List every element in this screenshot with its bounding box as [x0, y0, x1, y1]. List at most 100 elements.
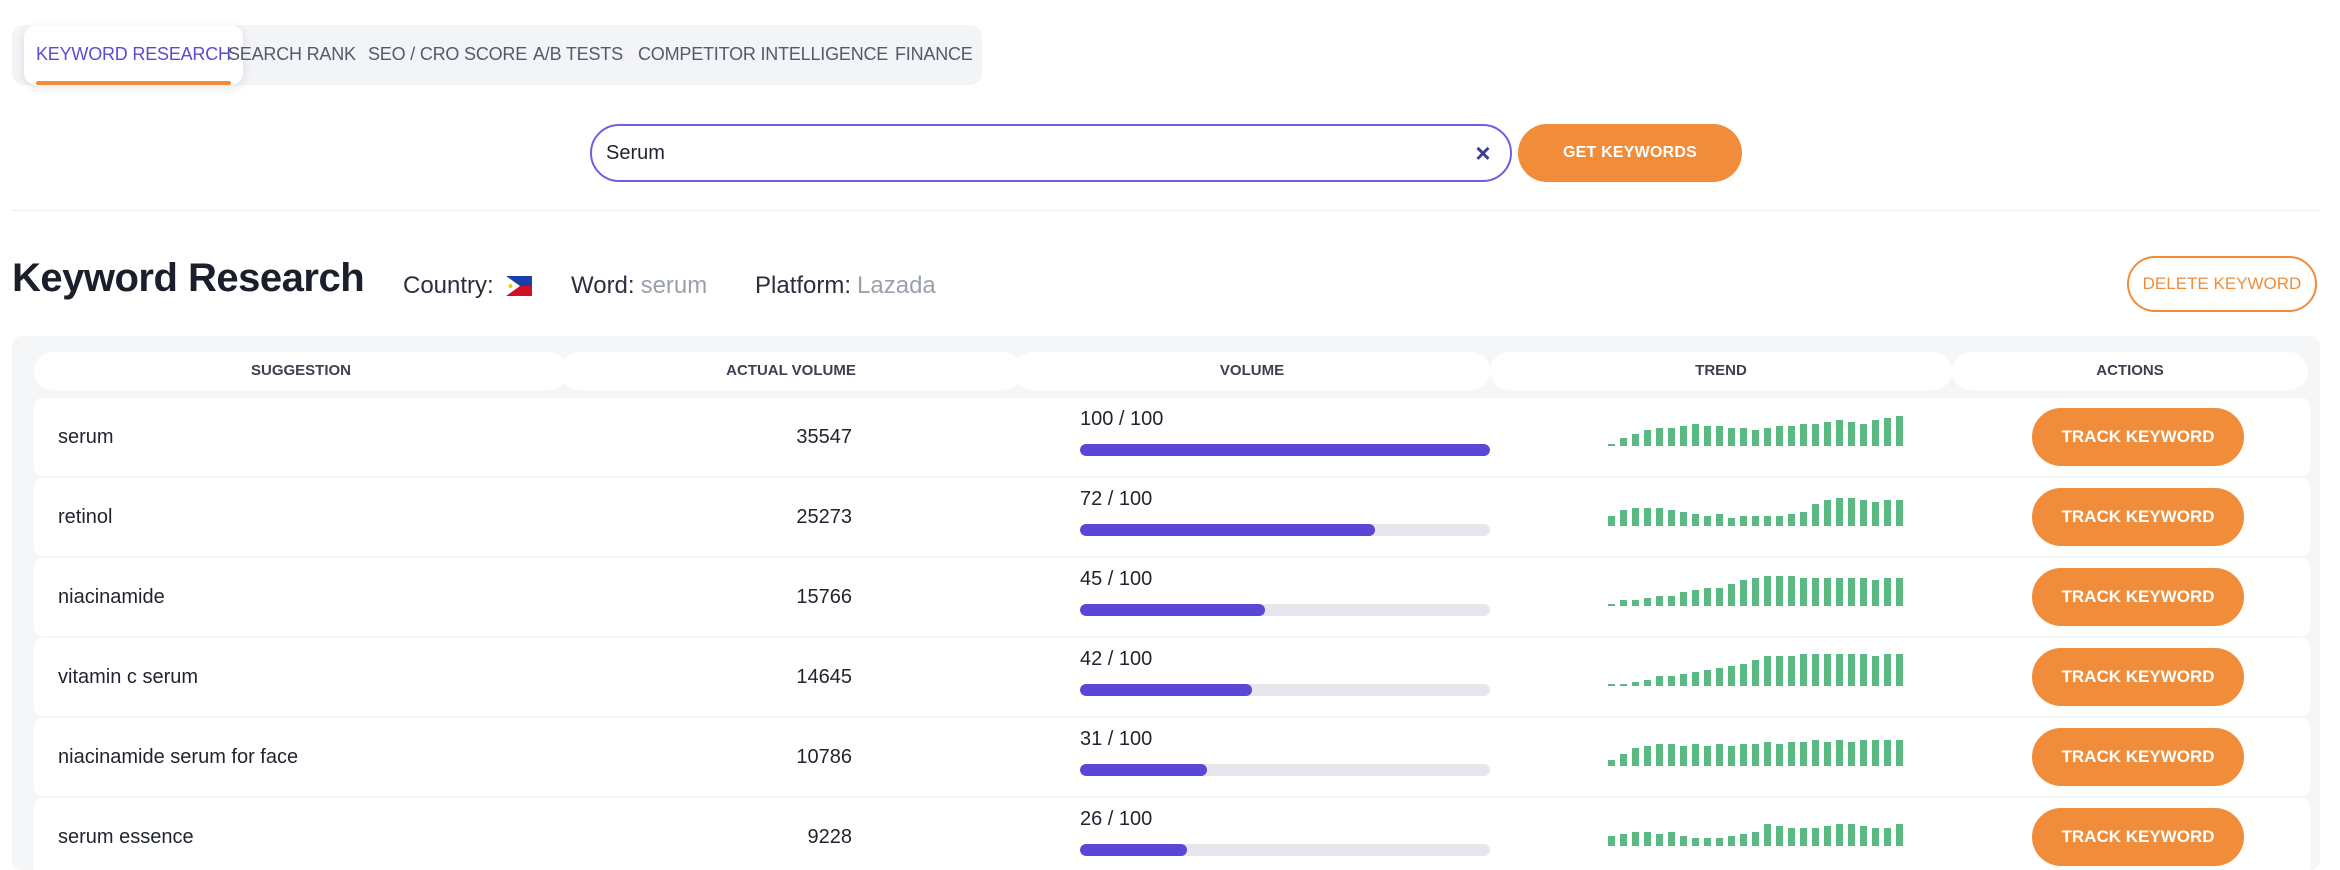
column-header-suggestion[interactable]: SUGGESTION [34, 352, 568, 390]
trend-bar [1884, 740, 1891, 766]
trend-bar [1728, 746, 1735, 766]
volume-bar-fill [1080, 764, 1208, 776]
trend-bar [1764, 824, 1771, 846]
trend-bar [1692, 672, 1699, 686]
trend-bar [1692, 838, 1699, 846]
trend-bar [1800, 424, 1807, 446]
volume-score-label: 72 / 100 [1080, 488, 1153, 510]
trend-bar [1608, 604, 1615, 606]
tab-finance[interactable]: FINANCE [895, 44, 973, 64]
trend-bar [1668, 428, 1675, 446]
volume-score-label: 45 / 100 [1080, 568, 1153, 590]
trend-bar [1872, 502, 1879, 526]
divider [12, 210, 2320, 211]
tab-competitor-intelligence[interactable]: COMPETITOR INTELLIGENCE [638, 44, 889, 64]
trend-bar [1776, 516, 1783, 526]
trend-bar [1704, 746, 1711, 766]
volume-bar-fill [1080, 844, 1187, 856]
trend-bar [1836, 654, 1843, 686]
trend-bar [1656, 508, 1663, 526]
trend-bar [1644, 508, 1651, 526]
tab-ab-tests[interactable]: A/B TESTS [533, 44, 623, 64]
trend-bar [1740, 744, 1747, 766]
tab-keyword-research[interactable]: KEYWORD RESEARCH [24, 25, 243, 85]
get-keywords-button[interactable]: GET KEYWORDS [1518, 124, 1742, 182]
trend-bar [1620, 834, 1627, 846]
trend-bar [1836, 420, 1843, 446]
trend-sparkline [1608, 824, 1903, 846]
actual-volume-cell: 14645 [796, 666, 852, 688]
trend-bar [1704, 838, 1711, 846]
table-row: vitamin c serum 14645 42 / 100 TRACK KEYWOR… [34, 638, 2310, 716]
column-header-trend[interactable]: TREND [1490, 352, 1952, 390]
trend-bar [1812, 828, 1819, 846]
trend-bar [1896, 824, 1903, 846]
trend-bar [1716, 426, 1723, 446]
word-label: Word: [571, 272, 635, 299]
trend-bar [1716, 838, 1723, 846]
trend-bar [1824, 826, 1831, 846]
track-keyword-button[interactable]: TRACK KEYWORD [2032, 568, 2244, 626]
volume-bar [1080, 684, 1490, 696]
trend-bar [1632, 682, 1639, 686]
track-keyword-button[interactable]: TRACK KEYWORD [2032, 808, 2244, 866]
trend-bar [1620, 438, 1627, 446]
close-icon[interactable]: × [1475, 138, 1491, 168]
volume-bar [1080, 764, 1490, 776]
track-keyword-button[interactable]: TRACK KEYWORD [2032, 408, 2244, 466]
trend-bar [1692, 590, 1699, 606]
trend-bar [1764, 428, 1771, 446]
trend-bar [1812, 424, 1819, 446]
trend-bar [1860, 424, 1867, 446]
trend-bar [1812, 578, 1819, 606]
trend-bar [1860, 578, 1867, 606]
trend-bar [1848, 578, 1855, 606]
volume-bar [1080, 444, 1490, 456]
trend-bar [1740, 834, 1747, 846]
trend-bar [1776, 826, 1783, 846]
suggestion-cell: retinol [58, 506, 113, 528]
trend-bar [1728, 836, 1735, 846]
trend-bar [1812, 654, 1819, 686]
trend-bar [1872, 740, 1879, 766]
trend-bar [1776, 426, 1783, 446]
suggestion-cell: serum essence [58, 826, 194, 848]
trend-bar [1668, 832, 1675, 846]
track-keyword-button[interactable]: TRACK KEYWORD [2032, 648, 2244, 706]
trend-bar [1716, 744, 1723, 766]
tab-seo-cro-score[interactable]: SEO / CRO SCORE [368, 44, 528, 64]
suggestion-cell: niacinamide [58, 586, 165, 608]
volume-score-label: 31 / 100 [1080, 728, 1153, 750]
trend-bar [1836, 740, 1843, 766]
track-keyword-button[interactable]: TRACK KEYWORD [2032, 728, 2244, 786]
column-header-actions[interactable]: ACTIONS [1952, 352, 2308, 390]
trend-bar [1824, 500, 1831, 526]
trend-bar [1656, 676, 1663, 686]
volume-bar-fill [1080, 684, 1253, 696]
trend-bar [1752, 516, 1759, 526]
column-header-volume[interactable]: VOLUME [1014, 352, 1490, 390]
trend-bar [1824, 654, 1831, 686]
delete-keyword-button[interactable]: DELETE KEYWORD [2127, 256, 2317, 312]
trend-bar [1836, 578, 1843, 606]
trend-bar [1728, 518, 1735, 526]
word-meta: Word: serum [571, 272, 707, 300]
trend-bar [1884, 578, 1891, 606]
platform-value: Lazada [857, 272, 936, 299]
trend-bar [1632, 434, 1639, 446]
trend-bar [1656, 834, 1663, 846]
column-header-actual-volume[interactable]: ACTUAL VOLUME [560, 352, 1022, 390]
trend-bar [1776, 576, 1783, 606]
trend-bar [1704, 516, 1711, 526]
tab-search-rank[interactable]: SEARCH RANK [228, 44, 356, 64]
trend-bar [1680, 836, 1687, 846]
trend-bar [1884, 418, 1891, 446]
actual-volume-cell: 10786 [796, 746, 852, 768]
trend-bar [1620, 684, 1627, 686]
suggestion-cell: niacinamide serum for face [58, 746, 299, 768]
trend-bar [1788, 426, 1795, 446]
trend-bar [1764, 656, 1771, 686]
search-input[interactable] [606, 126, 1466, 180]
trend-bar [1704, 426, 1711, 446]
track-keyword-button[interactable]: TRACK KEYWORD [2032, 488, 2244, 546]
